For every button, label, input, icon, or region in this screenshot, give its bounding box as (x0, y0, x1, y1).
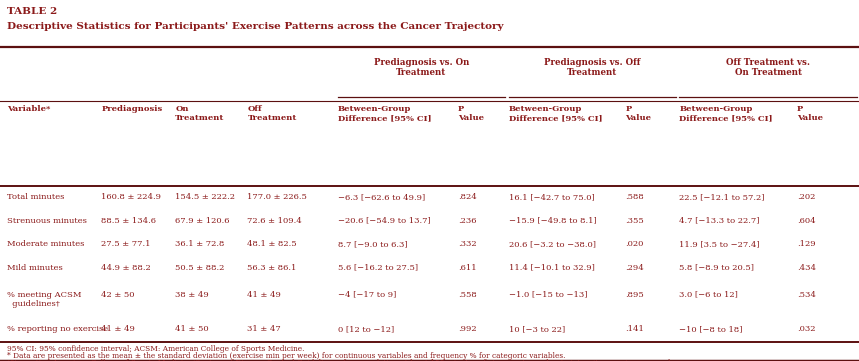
Text: −1.0 [−15 to −13]: −1.0 [−15 to −13] (509, 291, 587, 299)
Text: .895: .895 (625, 291, 644, 299)
Text: 5.8 [−8.9 to 20.5]: 5.8 [−8.9 to 20.5] (679, 264, 754, 271)
Text: 88.5 ± 134.6: 88.5 ± 134.6 (101, 217, 156, 225)
Text: 41 ± 50: 41 ± 50 (175, 325, 209, 333)
Text: .824: .824 (458, 193, 477, 201)
Text: 67.9 ± 120.6: 67.9 ± 120.6 (175, 217, 229, 225)
Text: −4 [−17 to 9]: −4 [−17 to 9] (338, 291, 396, 299)
Text: 10 [−3 to 22]: 10 [−3 to 22] (509, 325, 564, 333)
Text: 0 [12 to −12]: 0 [12 to −12] (338, 325, 393, 333)
Text: % reporting no exercise: % reporting no exercise (7, 325, 108, 333)
Text: Prediagnosis: Prediagnosis (101, 105, 162, 113)
Text: Moderate minutes: Moderate minutes (7, 240, 84, 248)
Text: −6.3 [−62.6 to 49.9]: −6.3 [−62.6 to 49.9] (338, 193, 425, 201)
Text: .294: .294 (625, 264, 644, 271)
Text: .032: .032 (797, 325, 816, 333)
Text: % meeting ACSM
  guidelines†: % meeting ACSM guidelines† (7, 291, 82, 308)
Text: 41 ± 49: 41 ± 49 (101, 325, 135, 333)
Text: 36.1 ± 72.8: 36.1 ± 72.8 (175, 240, 224, 248)
Text: 20.6 [−3.2 to −38.0]: 20.6 [−3.2 to −38.0] (509, 240, 595, 248)
Text: Between-Group
Difference [95% CI]: Between-Group Difference [95% CI] (679, 105, 773, 122)
Text: 42 ± 50: 42 ± 50 (101, 291, 135, 299)
Text: .588: .588 (625, 193, 644, 201)
Text: 154.5 ± 222.2: 154.5 ± 222.2 (175, 193, 235, 201)
Text: .992: .992 (458, 325, 477, 333)
Text: 16.1 [−42.7 to 75.0]: 16.1 [−42.7 to 75.0] (509, 193, 594, 201)
Text: Prediagnosis vs. Off
Treatment: Prediagnosis vs. Off Treatment (544, 58, 641, 77)
Text: Variable*: Variable* (7, 105, 50, 113)
Text: P
Value: P Value (625, 105, 651, 122)
Text: .604: .604 (797, 217, 816, 225)
Text: .020: .020 (625, 240, 643, 248)
Text: 31 ± 47: 31 ± 47 (247, 325, 281, 333)
Text: * Data are presented as the mean ± the standard deviation (exercise min per week: * Data are presented as the mean ± the s… (7, 352, 565, 360)
Text: 11.4 [−10.1 to 32.9]: 11.4 [−10.1 to 32.9] (509, 264, 594, 271)
Text: .141: .141 (625, 325, 644, 333)
Text: Total minutes: Total minutes (7, 193, 64, 201)
Text: Off Treatment vs.
On Treatment: Off Treatment vs. On Treatment (727, 58, 810, 77)
Text: 4.7 [−13.3 to 22.7]: 4.7 [−13.3 to 22.7] (679, 217, 760, 225)
Text: .129: .129 (797, 240, 816, 248)
Text: Between-Group
Difference [95% CI]: Between-Group Difference [95% CI] (509, 105, 602, 122)
Text: −10 [−8 to 18]: −10 [−8 to 18] (679, 325, 743, 333)
Text: 160.8 ± 224.9: 160.8 ± 224.9 (101, 193, 161, 201)
Text: 38 ± 49: 38 ± 49 (175, 291, 209, 299)
Text: .434: .434 (797, 264, 816, 271)
Text: 50.5 ± 88.2: 50.5 ± 88.2 (175, 264, 224, 271)
Text: Descriptive Statistics for Participants' Exercise Patterns across the Cancer Tra: Descriptive Statistics for Participants'… (7, 22, 503, 31)
Text: 95% CI: 95% confidence interval; ACSM: American College of Sports Medicine.: 95% CI: 95% confidence interval; ACSM: A… (7, 345, 304, 353)
Text: Between-Group
Difference [95% CI]: Between-Group Difference [95% CI] (338, 105, 431, 122)
Text: .611: .611 (458, 264, 477, 271)
Text: 44.9 ± 88.2: 44.9 ± 88.2 (101, 264, 151, 271)
Text: On
Treatment: On Treatment (175, 105, 224, 122)
Text: Strenuous minutes: Strenuous minutes (7, 217, 87, 225)
Text: 5.6 [−16.2 to 27.5]: 5.6 [−16.2 to 27.5] (338, 264, 417, 271)
Text: .534: .534 (797, 291, 816, 299)
Text: 3.0 [−6 to 12]: 3.0 [−6 to 12] (679, 291, 739, 299)
Text: 11.9 [3.5 to −27.4]: 11.9 [3.5 to −27.4] (679, 240, 760, 248)
Text: .332: .332 (458, 240, 477, 248)
Text: P
Value: P Value (458, 105, 484, 122)
Text: 72.6 ± 109.4: 72.6 ± 109.4 (247, 217, 302, 225)
Text: Off
Treatment: Off Treatment (247, 105, 296, 122)
Text: −20.6 [−54.9 to 13.7]: −20.6 [−54.9 to 13.7] (338, 217, 430, 225)
Text: Mild minutes: Mild minutes (7, 264, 63, 271)
Text: 41 ± 49: 41 ± 49 (247, 291, 281, 299)
Text: 48.1 ± 82.5: 48.1 ± 82.5 (247, 240, 297, 248)
Text: Prediagnosis vs. On
Treatment: Prediagnosis vs. On Treatment (374, 58, 469, 77)
Text: .558: .558 (458, 291, 477, 299)
Text: −15.9 [−49.8 to 8.1]: −15.9 [−49.8 to 8.1] (509, 217, 596, 225)
Text: .236: .236 (458, 217, 477, 225)
Text: 22.5 [−12.1 to 57.2]: 22.5 [−12.1 to 57.2] (679, 193, 765, 201)
Text: 27.5 ± 77.1: 27.5 ± 77.1 (101, 240, 151, 248)
Text: P
Value: P Value (797, 105, 823, 122)
Text: 8.7 [−9.0 to 6.3]: 8.7 [−9.0 to 6.3] (338, 240, 407, 248)
Text: 177.0 ± 226.5: 177.0 ± 226.5 (247, 193, 308, 201)
Text: .355: .355 (625, 217, 644, 225)
Text: 56.3 ± 86.1: 56.3 ± 86.1 (247, 264, 296, 271)
Text: TABLE 2: TABLE 2 (7, 7, 57, 16)
Text: .202: .202 (797, 193, 815, 201)
Text: †% meeting American College of Sports Medicine/Centers of Disease Control Guidel: †% meeting American College of Sports Me… (7, 359, 675, 361)
